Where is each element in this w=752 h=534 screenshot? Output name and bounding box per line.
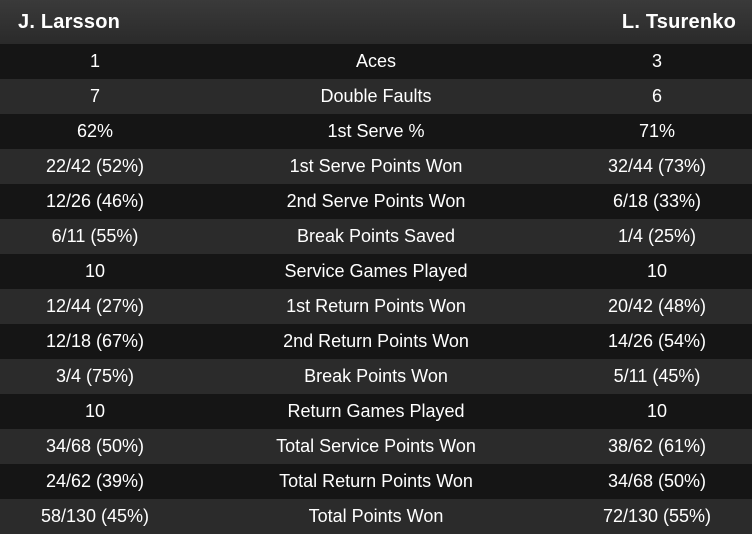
stat-row-first-return-points-won: 12/44 (27%) 1st Return Points Won 20/42 … xyxy=(0,289,752,324)
stat-left-value: 10 xyxy=(84,261,106,281)
stat-row-double-faults: 7 Double Faults 6 xyxy=(0,79,752,114)
stat-left-value: 22/42 (52%) xyxy=(45,156,145,176)
stat-row-total-service-points-won: 34/68 (50%) Total Service Points Won 38/… xyxy=(0,429,752,464)
stat-row-break-points-won: 3/4 (75%) Break Points Won 5/11 (45%) xyxy=(0,359,752,394)
stat-left-value: 3/4 (75%) xyxy=(55,366,135,386)
player-right-name: L. Tsurenko xyxy=(621,10,736,33)
stat-left-value: 10 xyxy=(84,401,106,421)
stat-label: Break Points Saved xyxy=(296,226,456,246)
stat-row-service-games-played: 10 Service Games Played 10 xyxy=(0,254,752,289)
stat-left-value: 12/26 (46%) xyxy=(45,191,145,211)
stat-right-value: 32/44 (73%) xyxy=(607,156,707,176)
stat-row-return-games-played: 10 Return Games Played 10 xyxy=(0,394,752,429)
stat-right-value: 1/4 (25%) xyxy=(617,226,697,246)
stat-right-value: 5/11 (45%) xyxy=(613,366,701,386)
stat-right-value: 10 xyxy=(646,261,668,281)
stat-label: Total Service Points Won xyxy=(276,436,476,456)
stat-row-first-serve-points-won: 22/42 (52%) 1st Serve Points Won 32/44 (… xyxy=(0,149,752,184)
stats-header: J. Larsson L. Tsurenko xyxy=(0,0,752,44)
stat-left-value: 12/18 (67%) xyxy=(45,331,145,351)
stat-right-value: 10 xyxy=(646,401,668,421)
stat-label: 1st Return Points Won xyxy=(286,296,466,316)
player-left-name: J. Larsson xyxy=(18,10,121,33)
stat-label: Total Return Points Won xyxy=(279,471,473,491)
stat-right-value: 6 xyxy=(651,86,662,106)
stat-right-value: 6/18 (33%) xyxy=(612,191,702,211)
stat-row-first-serve-pct: 62% 1st Serve % 71% xyxy=(0,114,752,149)
stat-right-value: 3 xyxy=(651,51,662,71)
stat-right-value: 34/68 (50%) xyxy=(607,471,707,491)
stat-row-aces: 1 Aces 3 xyxy=(0,44,752,79)
stats-rows: 1 Aces 3 7 Double Faults 6 62% 1st Serve… xyxy=(0,44,752,534)
stat-row-total-return-points-won: 24/62 (39%) Total Return Points Won 34/6… xyxy=(0,464,752,499)
stat-label: Service Games Played xyxy=(284,261,468,281)
stat-label: Break Points Won xyxy=(304,366,448,386)
stat-left-value: 58/130 (45%) xyxy=(40,506,150,526)
stat-row-break-points-saved: 6/11 (55%) Break Points Saved 1/4 (25%) xyxy=(0,219,752,254)
stat-label: Double Faults xyxy=(320,86,432,106)
stat-right-value: 20/42 (48%) xyxy=(607,296,707,316)
stat-left-value: 12/44 (27%) xyxy=(45,296,145,316)
stat-left-value: 7 xyxy=(89,86,100,106)
stat-label: 1st Serve Points Won xyxy=(289,156,463,176)
stat-right-value: 72/130 (55%) xyxy=(602,506,712,526)
stat-left-value: 62% xyxy=(76,121,114,141)
stat-label: 2nd Return Points Won xyxy=(283,331,469,351)
stat-row-second-serve-points-won: 12/26 (46%) 2nd Serve Points Won 6/18 (3… xyxy=(0,184,752,219)
stat-right-value: 71% xyxy=(638,121,676,141)
stat-label: Return Games Played xyxy=(287,401,465,421)
stat-label: Aces xyxy=(355,51,397,71)
stat-label: Total Points Won xyxy=(308,506,444,526)
stat-row-second-return-points-won: 12/18 (67%) 2nd Return Points Won 14/26 … xyxy=(0,324,752,359)
stat-left-value: 34/68 (50%) xyxy=(45,436,145,456)
stat-left-value: 1 xyxy=(89,51,100,71)
stat-right-value: 14/26 (54%) xyxy=(607,331,707,351)
stat-left-value: 6/11 (55%) xyxy=(51,226,139,246)
stat-row-total-points-won: 58/130 (45%) Total Points Won 72/130 (55… xyxy=(0,499,752,534)
stat-label: 2nd Serve Points Won xyxy=(286,191,466,211)
stat-right-value: 38/62 (61%) xyxy=(607,436,707,456)
stat-left-value: 24/62 (39%) xyxy=(45,471,145,491)
stat-label: 1st Serve % xyxy=(327,121,425,141)
